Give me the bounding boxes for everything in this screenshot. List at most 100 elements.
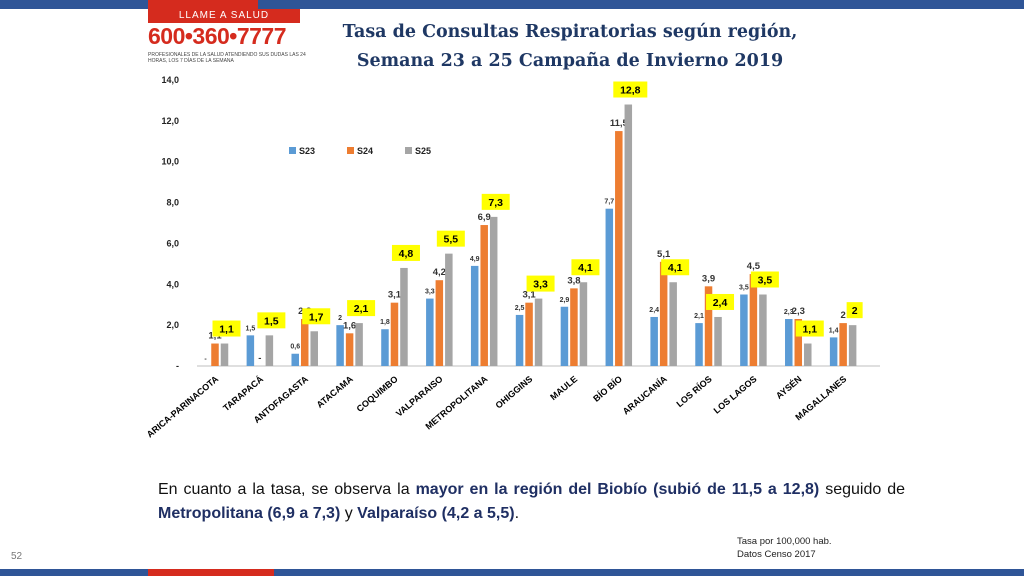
chart-title: Tasa de Consultas Respiratorias según re… (320, 18, 820, 76)
bar-s25 (489, 216, 498, 366)
x-category-label: ARICA-PARINACOTA (145, 374, 221, 440)
data-label-s25: 4,8 (399, 248, 414, 260)
bar-s23 (246, 335, 255, 366)
highlight-box (302, 308, 331, 325)
highlight-box (526, 275, 555, 292)
data-label-s23: 3,5 (739, 285, 749, 292)
bar-s23 (381, 329, 389, 366)
highlight-box (661, 259, 690, 276)
bar-s23 (515, 314, 524, 366)
bar-s25 (400, 267, 408, 366)
data-label-s25: 2 (852, 305, 858, 317)
data-label-s24: 3,8 (567, 275, 580, 286)
highlight-box (481, 193, 510, 210)
bar-s23 (650, 316, 658, 366)
y-tick-label: 4,0 (166, 279, 179, 289)
logo-phone: 600•360•7777 (148, 23, 287, 49)
x-category-label: ATACAMA (315, 374, 356, 410)
bar-s25 (310, 331, 318, 366)
data-label-s25: 4,1 (668, 262, 683, 274)
top-color-bar (0, 0, 1024, 9)
data-label-s25: 12,8 (620, 85, 641, 97)
x-category-label: MAULE (548, 374, 579, 402)
data-label-s23: 1,8 (380, 319, 390, 326)
data-label-s23: 3,3 (425, 289, 435, 296)
bar-s24 (211, 343, 219, 366)
x-category-label: LOS LAGOS (712, 374, 759, 416)
title-line-1: Tasa de Consultas Respiratorias según re… (342, 22, 798, 42)
data-label-s25: 2,1 (354, 303, 369, 315)
legend-label-s24: S24 (357, 146, 373, 156)
x-category-label: OHIGGINS (493, 374, 534, 411)
x-category-label: COQUIMBO (355, 374, 400, 414)
bar-s23 (695, 323, 703, 366)
data-label-s23: 2,4 (649, 307, 659, 314)
data-label-s23: 4,9 (470, 256, 480, 263)
data-label-s24: 3,1 (522, 290, 536, 301)
data-label-s24: 5,1 (657, 249, 671, 260)
data-label-s24: 4,2 (433, 267, 446, 278)
data-label-s24: 6,9 (478, 212, 491, 223)
data-label-s24: 1,6 (343, 320, 356, 331)
bar-s24 (749, 274, 758, 366)
data-label-s25: 5,5 (444, 234, 459, 246)
legend-swatch-s24 (347, 147, 354, 154)
bar-s25 (714, 316, 722, 366)
x-category-label: TARAPACÁ (221, 374, 265, 414)
data-label-s23: 0,6 (290, 344, 300, 351)
x-category-label: AYSÉN (774, 374, 804, 401)
highlight-box (706, 293, 735, 310)
y-tick-label: 10,0 (161, 157, 179, 167)
bar-s23 (470, 265, 479, 366)
y-tick-label: 8,0 (166, 198, 179, 208)
highlight-box (212, 320, 241, 337)
data-label-s23: 2,9 (560, 297, 570, 304)
salud-responde-logo: LLAME A SALUD RESPONDE 600•360•7777 PROF… (148, 9, 308, 71)
highlight-box (795, 320, 824, 337)
data-label-s24: 4,5 (747, 261, 761, 272)
caption-bold-valparaiso: Valparaíso (4,2 a 5,5) (357, 505, 515, 522)
legend-label-s23: S23 (299, 146, 315, 156)
bar-s24 (480, 225, 488, 366)
x-category-label: LOS RÍOS (674, 374, 713, 409)
data-label-s24: 11,5 (610, 118, 629, 129)
title-line-2: Semana 23 a 25 Campaña de Invierno 2019 (356, 51, 784, 71)
legend-label-s25: S25 (415, 146, 431, 156)
note-line-2: Datos Censo 2017 (737, 549, 816, 560)
bar-s23 (560, 306, 569, 366)
bar-s23 (829, 337, 838, 366)
legend-swatch-s23 (289, 147, 296, 154)
data-label-s23: 2,3 (784, 309, 794, 316)
bar-s24 (435, 280, 444, 366)
data-label-s23: 1,4 (829, 327, 839, 334)
data-label-s25: 1,1 (802, 324, 817, 336)
highlight-box (347, 300, 376, 317)
bar-s24 (794, 319, 803, 366)
y-tick-label: 6,0 (166, 238, 179, 248)
highlight-box (571, 259, 600, 276)
y-tick-label: 14,0 (161, 75, 179, 85)
data-label-s25: 1,1 (219, 324, 234, 336)
bar-s23 (336, 325, 344, 366)
data-label-s25: 3,3 (533, 279, 548, 291)
data-label-s24: 2 (840, 310, 845, 321)
data-label-s24: - (258, 353, 261, 364)
x-category-label: BÍO BÍO (591, 374, 624, 404)
caption-part: y (340, 505, 358, 522)
caption-bold-metropolitana: Metropolitana (6,9 a 7,3) (158, 505, 341, 522)
highlight-box (846, 302, 863, 319)
bar-s23 (426, 298, 434, 366)
bar-s25 (624, 104, 633, 366)
bar-s25 (534, 298, 543, 366)
caption-part: En cuanto a la tasa, se observa la (158, 481, 416, 498)
data-label-s24: 2,3 (792, 306, 805, 317)
highlight-box (613, 81, 648, 98)
data-label-s23: 2,5 (515, 305, 525, 312)
caption-text: En cuanto a la tasa, se observa la mayor… (158, 478, 905, 526)
source-note: Tasa por 100,000 hab. Datos Censo 2017 (737, 535, 832, 561)
data-label-s25: 2,4 (713, 297, 728, 309)
data-label-s23: 2,1 (694, 313, 704, 320)
data-label-s24: 3,1 (388, 290, 402, 301)
data-label-s25: 4,1 (578, 262, 593, 274)
